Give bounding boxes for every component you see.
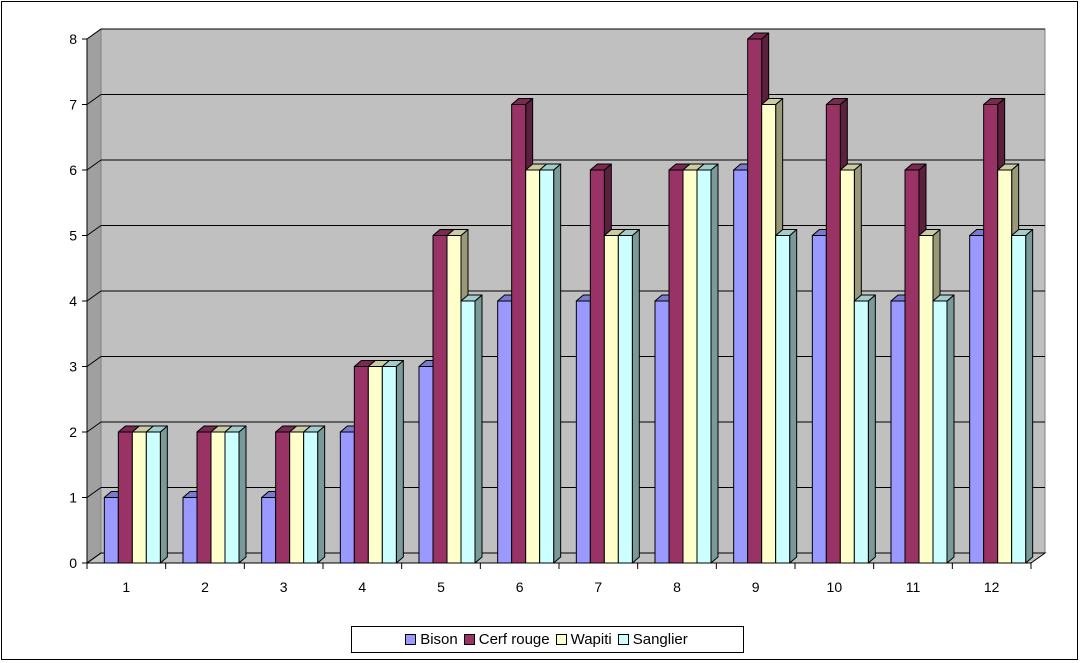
bar-sanglier-6 [539, 163, 562, 564]
x-tick-label-9: 9 [752, 579, 760, 595]
y-tick-label-5: 5 [69, 228, 77, 244]
gridline-side-8 [86, 28, 102, 40]
gridline-side-0 [86, 552, 102, 564]
legend-swatch-bison [405, 634, 417, 645]
legend-swatch-sanglier [617, 634, 629, 645]
gridline-side-2 [86, 421, 102, 433]
y-tick-label-7: 7 [69, 97, 77, 113]
bar-sanglier-4 [381, 360, 404, 564]
gridline-side-7 [86, 94, 102, 105]
x-tick-label-7: 7 [594, 579, 602, 595]
x-tick-label-2: 2 [201, 579, 209, 595]
bar-sanglier-1 [145, 425, 168, 564]
bar-sanglier-11 [932, 294, 955, 564]
gridline-side-6 [86, 159, 102, 171]
legend-label-wapiti: Wapiti [570, 631, 612, 648]
y-tick-label-3: 3 [69, 359, 77, 375]
legend-label-sanglier: Sanglier [632, 631, 688, 648]
gridline-side-3 [86, 356, 102, 367]
legend-swatch-wapiti [555, 634, 567, 645]
x-tick-label-10: 10 [827, 579, 843, 595]
bar-sanglier-3 [303, 425, 326, 564]
x-tick-label-4: 4 [358, 579, 366, 595]
x-tick-label-1: 1 [122, 579, 130, 595]
x-tick-label-12: 12 [984, 579, 1000, 595]
gridline-side-1 [86, 487, 102, 498]
y-tick-label-8: 8 [69, 31, 77, 47]
legend-item-bison: Bison [405, 631, 458, 648]
bar-sanglier-9 [775, 229, 798, 564]
legend-swatch-cerf-rouge [463, 634, 475, 645]
legend-label-bison: Bison [420, 631, 458, 648]
y-tick-label-0: 0 [69, 555, 77, 571]
bar-sanglier-2 [224, 425, 247, 564]
x-tick-label-8: 8 [673, 579, 681, 595]
y-tick-label-2: 2 [69, 424, 77, 440]
bar-sanglier-8 [696, 163, 719, 564]
legend-item-cerf-rouge: Cerf rouge [463, 631, 550, 648]
chart-legend: Bison Cerf rouge Wapiti Sanglier [351, 626, 744, 653]
gridline-side-5 [86, 225, 102, 236]
bar-sanglier-5 [460, 294, 483, 564]
gridline-side-4 [86, 290, 102, 302]
x-tick-label-5: 5 [437, 579, 445, 595]
x-tick-label-3: 3 [280, 579, 288, 595]
bar-sanglier-10 [853, 294, 876, 564]
x-tick-label-6: 6 [516, 579, 524, 595]
bar-sanglier-12 [1011, 229, 1034, 564]
bar-sanglier-7 [617, 229, 640, 564]
y-tick-label-1: 1 [69, 490, 77, 506]
legend-label-cerf-rouge: Cerf rouge [478, 631, 550, 648]
legend-item-wapiti: Wapiti [555, 631, 612, 648]
y-tick-label-6: 6 [69, 162, 77, 178]
y-tick-label-4: 4 [69, 293, 77, 309]
x-tick-label-11: 11 [906, 579, 921, 595]
legend-item-sanglier: Sanglier [617, 631, 688, 648]
